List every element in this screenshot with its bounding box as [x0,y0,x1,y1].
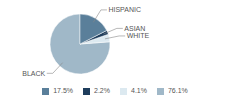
svg-text:HISPANIC: HISPANIC [108,6,141,13]
html-text:2.2%: 2.2% [94,87,110,94]
html-text:76.1%: 76.1% [168,87,188,94]
svg-text:BLACK: BLACK [22,70,45,77]
svg-text:ASIAN: ASIAN [124,25,145,32]
html-text:4.1%: 4.1% [131,87,147,94]
html-text:17.5%: 17.5% [53,87,73,94]
svg-text:WHITE: WHITE [127,32,150,39]
